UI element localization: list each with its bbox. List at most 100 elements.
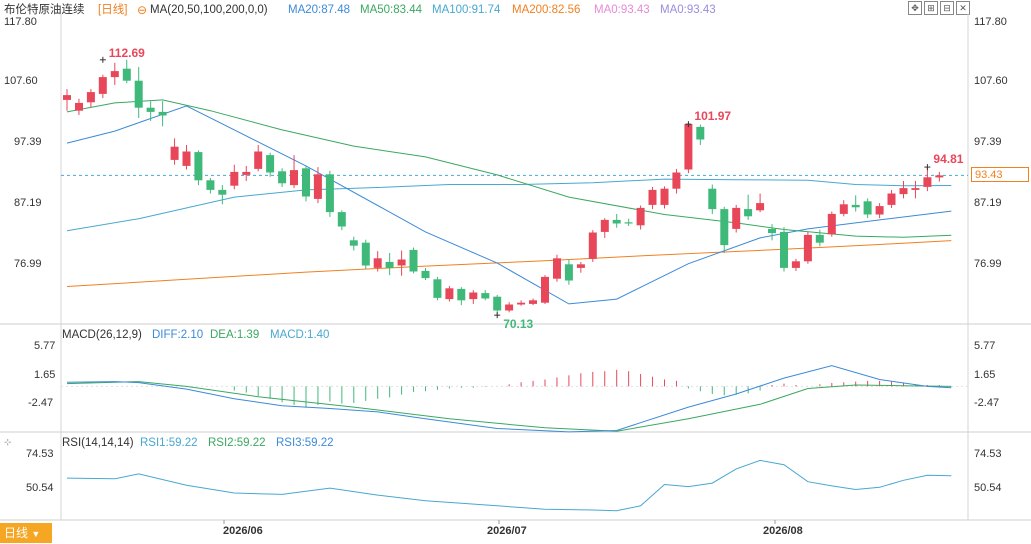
price-axis-right-label: 117.80 [974, 16, 1007, 28]
rsi-axis-right-label: 74.53 [974, 448, 1002, 460]
rsi-line [66, 459, 952, 512]
candle-body [433, 279, 442, 298]
candle-body [242, 171, 251, 175]
candle-body [923, 177, 932, 187]
zoom-out-icon[interactable]: ⊟ [940, 1, 954, 15]
candle-body [887, 193, 896, 205]
candle-body [600, 219, 609, 232]
candle-body [684, 124, 693, 170]
candle-body [696, 126, 705, 140]
price-axis-left-label: 87.19 [14, 197, 42, 209]
macd-axis-left-label: 1.65 [34, 369, 56, 381]
ma-settings-icon[interactable]: ⊖ [137, 3, 148, 17]
candle-body [553, 258, 561, 279]
candle-body [337, 212, 346, 227]
candle-body [86, 92, 95, 103]
ma0-value-b: MA0:93.43 [660, 4, 716, 16]
candle-body [911, 188, 920, 190]
rsi3-value: RSI3:59.22 [276, 437, 334, 449]
candle-body [780, 231, 788, 268]
ma20-line [66, 105, 952, 305]
rsi2-value: RSI2:59.22 [208, 437, 266, 449]
macd-diff-value: DIFF:2.10 [152, 329, 204, 341]
candle-body [768, 228, 776, 234]
candle-body [756, 203, 765, 211]
candle-body [325, 174, 334, 213]
candle-body [935, 175, 944, 178]
candle-body [624, 222, 633, 224]
macd-indicator-label[interactable]: MACD(26,12,9) [62, 329, 142, 341]
current-price-tag: 93.43 [971, 167, 1029, 182]
price-axis-left-label: 97.39 [14, 136, 42, 148]
ma-indicator-label[interactable]: MA(20,50,100,200,0,0) [150, 4, 268, 16]
x-axis-date-label: 2026/08 [763, 525, 803, 537]
move-icon[interactable]: ✥ [908, 1, 922, 15]
rsi-axis-left-label: 74.53 [26, 448, 54, 460]
macd-axis-right-label: 1.65 [974, 369, 996, 381]
candle-body [457, 288, 466, 301]
x-axis-date-label: 2026/06 [223, 525, 263, 537]
candle-body [481, 293, 490, 299]
candle-body [170, 146, 179, 160]
instrument-name: 布伦特原油连续 [4, 4, 85, 16]
candle-body [349, 240, 358, 246]
candle-body [158, 111, 167, 116]
macd-diff-line [66, 365, 952, 433]
candle-body [744, 209, 753, 217]
candle-body [863, 201, 872, 215]
candle-body [791, 261, 800, 268]
candle-body [218, 189, 227, 195]
candle-body [588, 232, 597, 259]
candle-body [445, 288, 454, 300]
price-axis-left-label: 107.60 [4, 75, 38, 87]
ma20-value: MA20:87.48 [288, 4, 351, 16]
price-axis-right-label: 97.39 [974, 136, 1002, 148]
crosshair-icon[interactable]: ⊹ [4, 437, 12, 447]
period-tab-daily[interactable]: 日线 ▼ [0, 523, 52, 543]
price-axis-right-label: 87.19 [974, 197, 1002, 209]
candle-body [660, 188, 669, 205]
macd-axis-right-label: 5.77 [974, 340, 996, 352]
candle-body [313, 174, 322, 199]
candle-body [110, 71, 119, 78]
candle-body [636, 207, 645, 226]
candle-body [672, 172, 681, 189]
candle-body [409, 249, 418, 272]
candle-body [302, 168, 310, 197]
candle-body [134, 80, 143, 108]
candle-body [839, 204, 848, 214]
macd-dea-value: DEA:1.39 [210, 329, 260, 341]
candle-body [720, 209, 729, 246]
candle-body [803, 234, 812, 262]
candle-body [899, 188, 908, 195]
candle-body [146, 107, 155, 112]
candle-body [505, 304, 514, 311]
candle-body [815, 234, 824, 243]
candle-body [529, 300, 537, 304]
chevron-down-icon: ▼ [31, 529, 41, 539]
candle-body [290, 170, 298, 186]
candle-body [373, 258, 382, 268]
period-tag[interactable]: [日线] [98, 4, 128, 16]
candle-body [254, 151, 263, 169]
rsi1-value: RSI1:59.22 [140, 437, 198, 449]
price-axis-left-label: 117.80 [4, 16, 37, 28]
candle-body [648, 189, 657, 205]
macd-axis-right-label: -2.47 [974, 397, 1000, 409]
candle-body [278, 171, 287, 184]
annotation-mid-high-label: 101.97 [694, 109, 731, 123]
annotation-recent-label: 94.81 [933, 152, 963, 166]
zoom-in-icon[interactable]: ⊞ [924, 1, 938, 15]
close-icon[interactable]: ✕ [956, 1, 970, 15]
macd-dea-line [66, 381, 952, 432]
candle-body [206, 180, 215, 190]
annotation-high-label: 112.69 [109, 46, 145, 60]
candle-body [493, 296, 502, 311]
candle-body [385, 261, 394, 268]
candle-body [732, 207, 741, 229]
candle-body [122, 68, 131, 81]
rsi-indicator-label[interactable]: RSI(14,14,14) [62, 437, 134, 449]
candle-body [517, 302, 526, 305]
x-axis-date-label: 2026/07 [487, 525, 527, 537]
